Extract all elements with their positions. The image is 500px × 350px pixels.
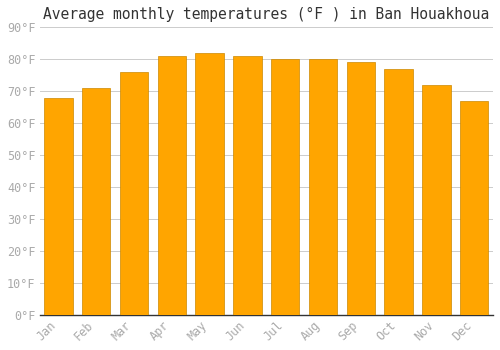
Bar xyxy=(234,56,262,315)
Bar xyxy=(422,85,450,315)
Bar xyxy=(460,101,488,315)
Title: Average monthly temperatures (°F ) in Ban Houakhoua: Average monthly temperatures (°F ) in Ba… xyxy=(43,7,490,22)
Bar xyxy=(271,59,300,315)
Bar xyxy=(309,59,337,315)
Bar xyxy=(384,69,413,315)
Bar xyxy=(196,53,224,315)
Bar xyxy=(44,98,72,315)
Bar xyxy=(158,56,186,315)
Bar xyxy=(82,88,110,315)
Bar xyxy=(346,62,375,315)
Bar xyxy=(120,72,148,315)
